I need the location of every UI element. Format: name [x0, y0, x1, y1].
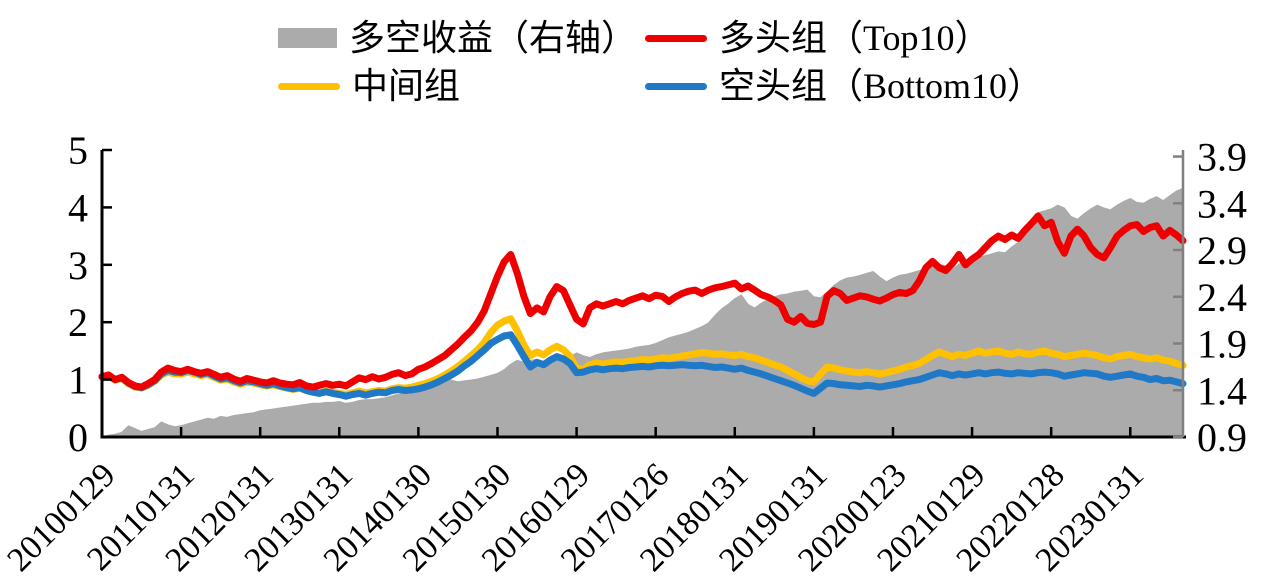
legend-label: 多空收益（右轴）: [349, 18, 638, 58]
legend-label: 中间组: [352, 66, 461, 106]
y-right-tick-label: 1.4: [1197, 368, 1247, 413]
red-line-swatch-icon: [645, 34, 707, 42]
legend-label: 多头组（Top10）: [719, 18, 991, 58]
legend-item-bottom10: 空头组（Bottom10）: [645, 64, 1043, 108]
y-left-tick-label: 3: [68, 243, 88, 288]
y-left-tick-label: 1: [68, 358, 88, 403]
y-right-tick-label: 0.9: [1197, 415, 1247, 460]
line-series-group: [98, 212, 1187, 400]
axes-group: [100, 148, 1186, 439]
series-line-top10: [98, 212, 1187, 391]
y-left-tick-label: 4: [68, 185, 88, 230]
legend-label: 空头组（Bottom10）: [719, 66, 1044, 106]
y-right-tick-label: 1.9: [1197, 322, 1247, 367]
area-series-group: [101, 187, 1184, 438]
y-right-tick-label: 2.4: [1197, 275, 1247, 320]
y-left-tick-label: 0: [68, 415, 88, 460]
gold-line-swatch-icon: [278, 82, 340, 90]
legend-item-top10: 多头组（Top10）: [645, 16, 990, 60]
series-area-longshort: [101, 187, 1184, 438]
blue-line-swatch-icon: [645, 82, 707, 90]
legend-item-middle: 中间组: [278, 64, 460, 108]
y-left-tick-label: 2: [68, 300, 88, 345]
y-left-tick-label: 5: [68, 128, 88, 173]
y-right-tick-label: 3.4: [1197, 181, 1247, 226]
y-right-tick-label: 3.9: [1197, 135, 1247, 180]
area-swatch-icon: [278, 28, 337, 48]
y-right-tick-label: 2.9: [1197, 228, 1247, 273]
legend-item-longshort: 多空收益（右轴）: [278, 16, 637, 60]
